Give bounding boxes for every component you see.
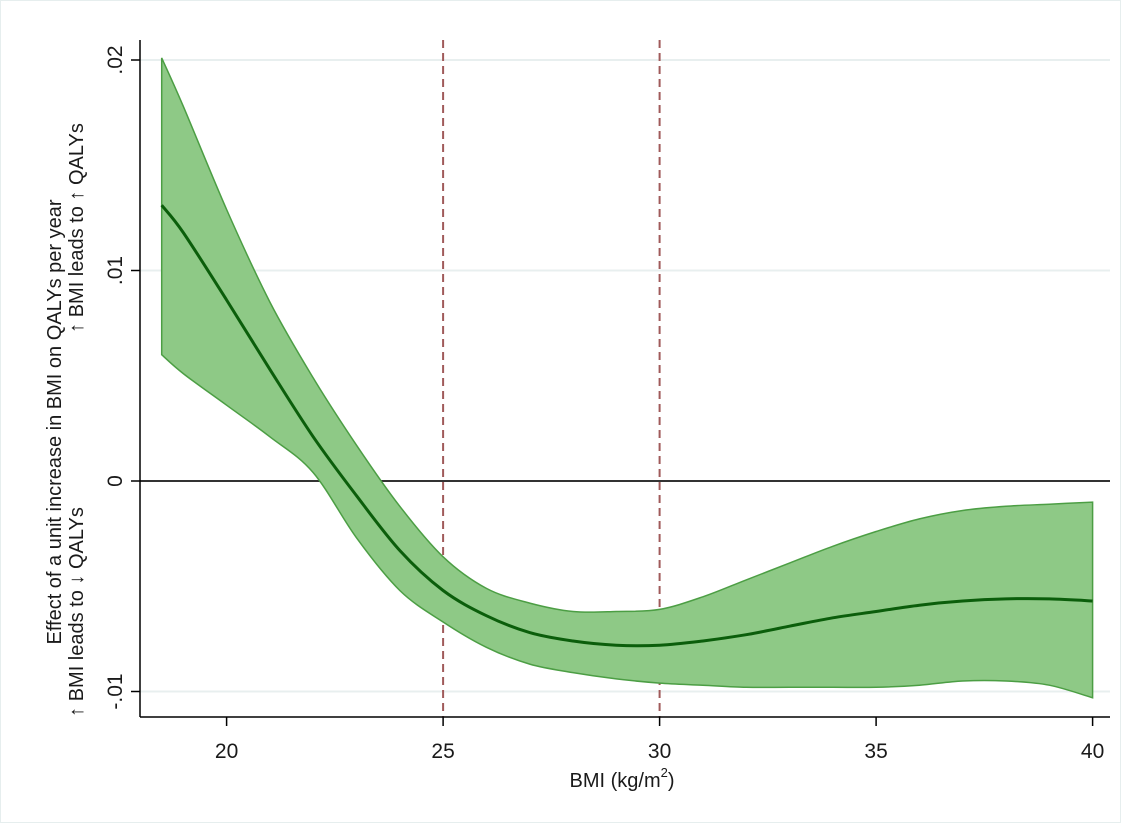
- y-tick-labels: -.01 0 .01 .02: [104, 45, 127, 709]
- grid-lines: [140, 59, 1110, 693]
- x-tick-label-3: 35: [864, 740, 887, 763]
- x-tick-label-2: 30: [648, 740, 671, 763]
- y-axis-subtitle-down: ↑ BMI leads to ↓ QALYs: [66, 507, 88, 717]
- y-tick-label-0: -.01: [104, 673, 127, 709]
- axes: [131, 40, 1110, 726]
- x-tick-label-4: 40: [1081, 740, 1104, 763]
- y-tick-label-1: 0: [104, 475, 127, 487]
- x-axis-title: BMI (kg/m2): [569, 765, 674, 792]
- estimate-curve: [160, 204, 1093, 648]
- x-tick-labels: 20 25 30 35 40: [215, 740, 1104, 763]
- estimate-line: [160, 204, 1093, 648]
- x-tick-label-1: 25: [431, 740, 454, 763]
- y-axis-title: Effect of a unit increase in BMI on QALY…: [44, 199, 66, 644]
- confidence-band: [160, 57, 1094, 699]
- y-tick-label-2: .01: [104, 256, 127, 285]
- confidence-band-area: [160, 57, 1094, 699]
- y-tick-label-3: .02: [104, 45, 127, 74]
- x-tick-label-0: 20: [215, 740, 238, 763]
- y-axis-subtitle-up: ↑ BMI leads to ↑ QALYs: [66, 123, 88, 333]
